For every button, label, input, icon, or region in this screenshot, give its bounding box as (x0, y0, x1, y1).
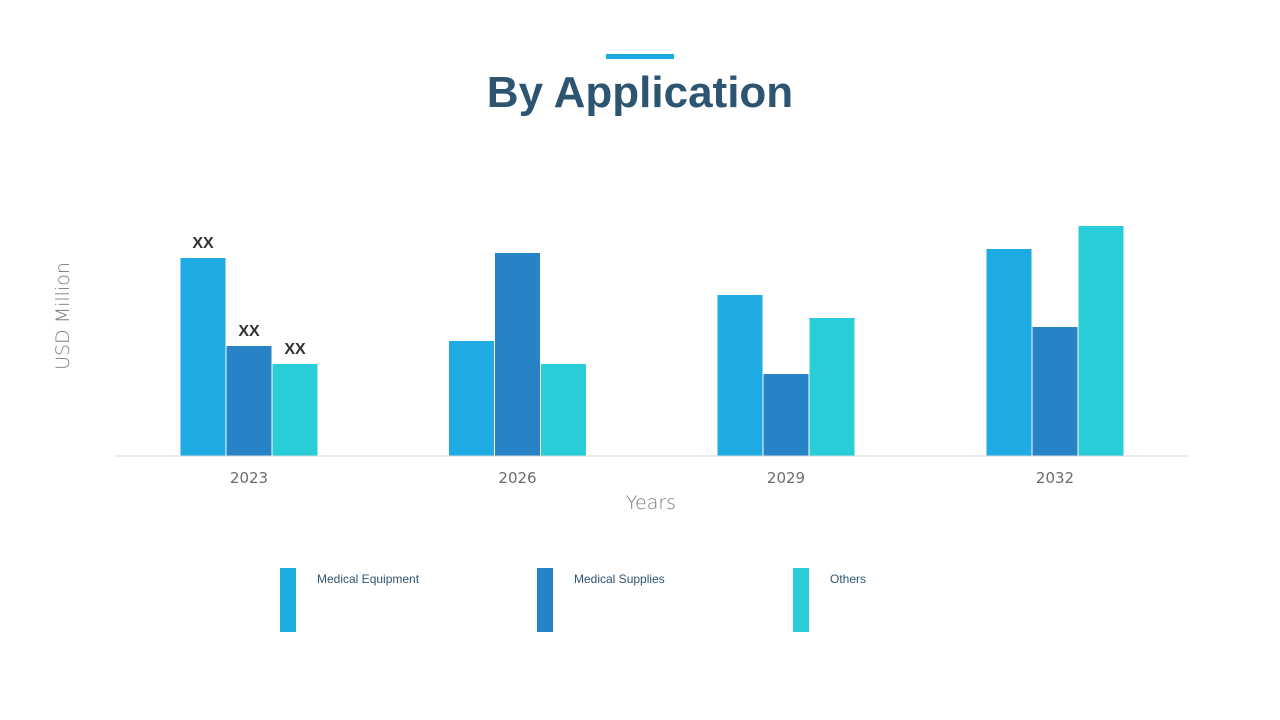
y-axis-title: USD Million (52, 262, 74, 370)
x-axis-title: Years (626, 492, 676, 514)
bar-medical-supplies-2032 (1032, 327, 1078, 456)
legend-swatch-medical-supplies (537, 568, 553, 632)
x-tick-label-2026: 2026 (498, 469, 536, 487)
x-tick-label-2032: 2032 (1036, 469, 1074, 487)
legend-swatch-others (793, 568, 809, 632)
legend-label-medical-supplies: Medical Supplies (574, 572, 665, 586)
bar-others-2023 (272, 364, 318, 456)
page-title: By Application (486, 68, 794, 117)
x-tick-labels: 2023 2026 2029 2032 (230, 469, 1074, 487)
data-labels: XX XX XX (192, 235, 306, 358)
legend-swatch-medical-equipment (280, 568, 296, 632)
legend-label-others: Others (830, 572, 867, 586)
bars-group (180, 226, 1124, 456)
data-label-medical-equipment-2023: XX (192, 235, 214, 252)
bar-medical-supplies-2026 (495, 253, 540, 456)
bar-others-2026 (541, 364, 586, 456)
legend-label-medical-equipment: Medical Equipment (317, 572, 420, 586)
x-tick-label-2023: 2023 (230, 469, 268, 487)
x-tick-label-2029: 2029 (767, 469, 805, 487)
bar-medical-equipment-2032 (986, 249, 1032, 456)
title-accent-line (606, 54, 674, 59)
data-label-others-2023: XX (284, 341, 306, 358)
bar-medical-equipment-2023 (180, 258, 226, 456)
legend: Medical Equipment Medical Supplies Other… (0, 568, 1280, 632)
bar-medical-supplies-2029 (763, 374, 809, 456)
bar-others-2029 (809, 318, 855, 456)
bar-medical-equipment-2029 (717, 295, 763, 456)
bar-medical-supplies-2023 (226, 346, 272, 456)
data-label-medical-supplies-2023: XX (238, 323, 260, 340)
bar-medical-equipment-2026 (449, 341, 494, 456)
bar-others-2032 (1078, 226, 1124, 456)
